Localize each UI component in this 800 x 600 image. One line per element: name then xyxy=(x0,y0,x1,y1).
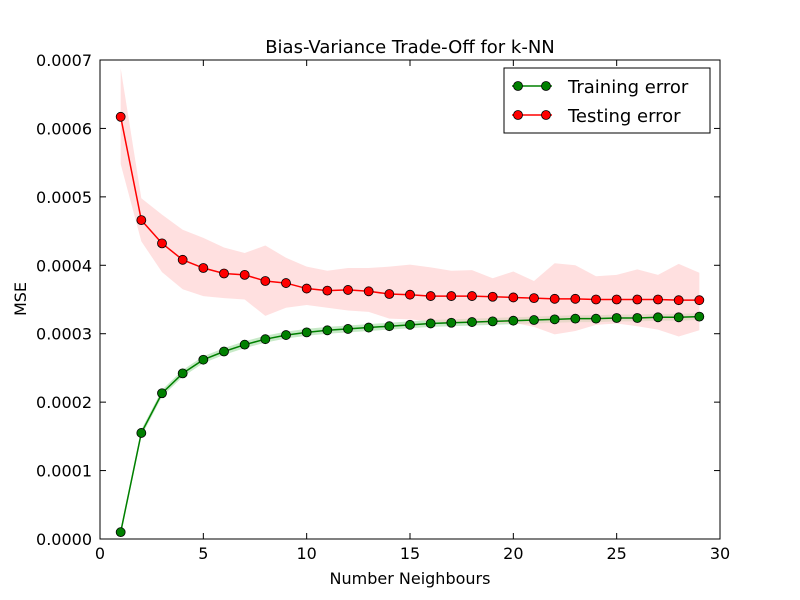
y-tick-label: 0.0006 xyxy=(36,119,92,138)
training-error-point xyxy=(611,313,622,323)
training-error-point xyxy=(115,527,126,538)
training-error-point xyxy=(157,388,167,399)
testing-error-point xyxy=(157,238,167,249)
testing-error-point xyxy=(549,293,560,304)
legend-training-label: Training error xyxy=(567,77,689,98)
training-error-point xyxy=(591,313,601,324)
legend-training-marker-right xyxy=(541,81,551,91)
training-error-point xyxy=(653,312,663,323)
legend-testing-marker-left xyxy=(513,110,523,120)
training-error-band xyxy=(120,313,700,536)
testing-error-point xyxy=(219,268,229,279)
testing-error-point xyxy=(322,285,333,296)
y-tick-label: 0.0004 xyxy=(36,256,92,275)
testing-error-point xyxy=(467,291,477,301)
training-error-point xyxy=(487,316,498,327)
training-error-point xyxy=(549,314,560,325)
training-error-point xyxy=(384,321,395,332)
testing-error-point xyxy=(653,294,663,305)
confidence-bands xyxy=(120,68,700,536)
y-tick-label: 0.0007 xyxy=(36,51,92,70)
y-tick-label: 0.0005 xyxy=(36,188,92,207)
training-error-point xyxy=(529,315,539,325)
y-axis-ticks: 0.0000 0.0001 0.0002 0.0003 0.0004 0.0005 0.00… xyxy=(36,51,720,549)
y-tick-label: 0.0000 xyxy=(36,530,92,549)
training-error-line xyxy=(119,315,700,533)
training-error-point xyxy=(260,334,271,345)
testing-error-band xyxy=(120,68,700,337)
y-tick-label: 0.0002 xyxy=(36,393,92,412)
training-error-point xyxy=(343,324,353,334)
training-error-point xyxy=(425,318,436,329)
testing-error-point xyxy=(487,291,498,302)
testing-error-point xyxy=(260,276,271,286)
training-error-point xyxy=(177,368,188,379)
training-error-point xyxy=(405,319,415,330)
chart-title: Bias-Variance Trade-Off for k-NN xyxy=(265,37,555,58)
testing-error-point xyxy=(632,294,643,305)
legend-testing-marker-right xyxy=(541,110,551,120)
training-error-point xyxy=(363,322,374,333)
x-tick-label: 20 xyxy=(503,544,523,563)
testing-error-point xyxy=(446,291,457,301)
training-error-point xyxy=(632,313,643,323)
series-markers xyxy=(115,111,705,538)
testing-error-point xyxy=(425,291,436,301)
x-tick-label: 30 xyxy=(710,544,730,563)
training-error-point xyxy=(694,311,705,322)
testing-error-point xyxy=(508,292,519,303)
training-error-point xyxy=(446,317,457,328)
x-tick-label: 5 xyxy=(198,544,208,563)
testing-error-point xyxy=(673,295,684,306)
training-error-point xyxy=(219,346,229,357)
legend-training-marker-left xyxy=(513,81,523,91)
training-error-point xyxy=(281,330,291,340)
testing-error-point xyxy=(405,289,415,300)
y-axis-label: MSE xyxy=(11,282,30,316)
x-tick-label: 25 xyxy=(606,544,626,563)
training-error-point xyxy=(198,354,209,365)
x-tick-label: 10 xyxy=(296,544,316,563)
x-tick-label: 15 xyxy=(400,544,420,563)
testing-error-point xyxy=(343,285,353,295)
y-tick-label: 0.0003 xyxy=(36,325,92,344)
testing-error-point xyxy=(529,293,539,304)
x-axis-ticks: 0 5 10 15 20 25 30 xyxy=(95,60,730,563)
training-error-point xyxy=(239,339,250,350)
testing-error-point xyxy=(363,286,374,297)
training-error-point xyxy=(467,317,477,327)
legend-box xyxy=(503,67,711,134)
testing-error-point xyxy=(281,278,291,288)
testing-error-point xyxy=(611,294,622,305)
training-error-point xyxy=(136,428,147,438)
testing-error-point xyxy=(694,295,705,306)
testing-error-point xyxy=(239,269,250,280)
training-error-point xyxy=(673,312,684,323)
training-error-point xyxy=(322,325,333,336)
x-tick-label: 0 xyxy=(95,544,105,563)
testing-error-point xyxy=(115,111,126,122)
testing-error-point xyxy=(136,215,147,226)
training-error-point xyxy=(301,327,312,338)
testing-error-point xyxy=(591,294,601,305)
training-error-point xyxy=(570,313,581,324)
testing-error-point xyxy=(384,289,395,299)
testing-error-point xyxy=(198,263,209,273)
x-axis-label: Number Neighbours xyxy=(330,569,491,588)
legend-testing-label: Testing error xyxy=(567,106,681,127)
training-error-point xyxy=(508,315,519,326)
testing-error-point xyxy=(301,283,312,294)
legend: Training error Testing error xyxy=(503,67,711,134)
y-tick-label: 0.0001 xyxy=(36,462,92,481)
testing-error-point xyxy=(570,293,581,304)
testing-error-point xyxy=(177,254,188,265)
